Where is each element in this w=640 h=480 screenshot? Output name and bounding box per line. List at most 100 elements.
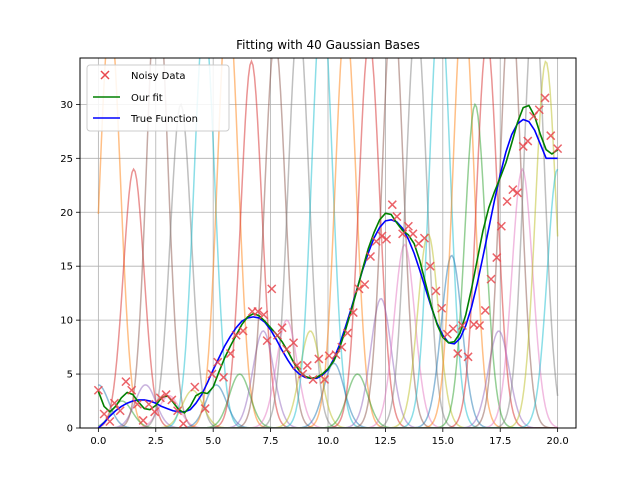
noisy-data-point: [437, 303, 447, 313]
gaussian-basis-curve: [98, 362, 558, 428]
noisy-data-point: [342, 328, 353, 338]
noisy-data-point: [308, 374, 318, 384]
noisy-data-point: [425, 261, 435, 271]
gaussian-basis-curve: [98, 58, 558, 428]
noisy-data-point: [540, 93, 550, 103]
noisy-data-point: [486, 274, 496, 284]
noisy-data-point: [431, 286, 441, 296]
x-tick-label: 15.0: [432, 436, 454, 447]
noisy-data-point: [348, 308, 358, 318]
noisy-data-point: [138, 415, 148, 425]
axis-ticks: 0.0 2.5 5.0 7.5 10.0 12.5 15.0 17.5 20.0 0 5 10 15 20…: [60, 100, 568, 447]
gaussian-basis-curve: [98, 58, 558, 428]
legend-entry-noisy-data: Noisy Data: [100, 70, 186, 82]
noisy-data-point: [360, 280, 370, 290]
noisy-data-point: [262, 336, 272, 346]
noisy-data-point: [155, 393, 165, 403]
y-tick-label: 30: [60, 100, 73, 111]
x-tick-label: 5.0: [205, 436, 221, 447]
noisy-data-point: [167, 395, 177, 405]
x-tick-label: 20.0: [546, 436, 568, 447]
noisy-data-point: [508, 185, 518, 195]
y-tick-label: 20: [60, 208, 73, 219]
noisy-data-point: [253, 306, 263, 317]
noisy-data-point: [382, 234, 392, 244]
noisy-data-point: [207, 369, 217, 379]
noisy-data-point: [267, 284, 277, 294]
noisy-data-point: [99, 409, 109, 419]
noisy-data-point: [302, 360, 312, 370]
noisy-data-point: [512, 188, 522, 198]
noisy-data-point: [292, 360, 302, 370]
noisy-data-point: [453, 349, 463, 359]
noisy-data-point: [480, 305, 490, 315]
noisy-data-point: [475, 320, 485, 331]
noisy-data-point: [392, 212, 402, 222]
gaussian-basis-curve: [98, 58, 558, 428]
gaussian-basis-curve: [98, 373, 558, 428]
gaussian-basis-curve: [98, 102, 558, 428]
gaussian-basis-curve: [98, 58, 558, 428]
x-tick-label: 2.5: [148, 436, 164, 447]
noisy-data-point: [337, 342, 347, 352]
x-tick-label: 10.0: [317, 436, 339, 447]
noisy-data-point: [127, 385, 137, 395]
noisy-data-point: [377, 231, 387, 241]
noisy-data-point: [314, 354, 324, 364]
noisy-data-point: [463, 352, 473, 362]
y-tick-label: 15: [60, 262, 73, 273]
noisy-data-point: [218, 372, 229, 382]
noisy-data-point: [225, 349, 235, 359]
noisy-data-point: [419, 233, 429, 243]
noisy-data-point: [213, 357, 223, 367]
noisy-data-point: [448, 324, 458, 334]
noisy-data-point: [272, 330, 283, 340]
noisy-data-point: [277, 323, 287, 333]
x-tick-label: 17.5: [489, 436, 511, 447]
noisy-data-point: [403, 221, 413, 231]
gaussian-basis-curve: [98, 330, 558, 428]
y-tick-label: 0: [67, 424, 73, 435]
noisy-data-point: [238, 326, 248, 336]
noisy-data-point: [200, 404, 210, 414]
noisy-data-point: [398, 229, 408, 239]
noisy-data-point: [546, 131, 556, 141]
noisy-data-point: [365, 251, 376, 262]
noisy-data-point: [534, 105, 544, 115]
legend-label: True Function: [130, 114, 198, 125]
noisy-data-point: [496, 221, 506, 231]
legend: Noisy Data Our fit True Function: [86, 64, 230, 132]
noisy-data-point: [320, 374, 330, 384]
noisy-data-point: [231, 330, 241, 340]
y-tick-label: 25: [60, 154, 73, 165]
gaussian-basis-curve: [98, 58, 558, 428]
gaussian-basis-curve: [98, 254, 558, 428]
x-tick-label: 7.5: [263, 436, 279, 447]
noisy-data-point: [354, 284, 364, 294]
noisy-data-point: [387, 200, 397, 210]
gaussian-basis-curve: [98, 394, 558, 428]
noisy-data-points: [93, 93, 563, 428]
gaussian-basis-curve: [98, 102, 558, 428]
chart-title: Fitting with 40 Gaussian Bases: [236, 38, 420, 52]
gaussian-basis-curve: [98, 58, 558, 428]
gaussian-basis-curve: [98, 58, 558, 428]
series-line-our-fit: [97, 104, 559, 414]
gaussian-basis-curve: [98, 330, 558, 428]
noisy-data-point: [178, 419, 188, 428]
legend-label: Noisy Data: [131, 71, 186, 82]
noisy-data-point: [144, 399, 154, 409]
noisy-data-point: [408, 229, 418, 239]
noisy-data-point: [492, 253, 502, 263]
noisy-data-point: [105, 416, 115, 427]
noisy-data-point: [109, 398, 119, 408]
legend-entry-true-function: True Function: [93, 114, 198, 125]
noisy-data-point: [298, 369, 308, 379]
noisy-data-point: [190, 382, 200, 392]
x-tick-label: 12.5: [374, 436, 396, 447]
noisy-data-point: [553, 144, 563, 154]
noisy-data-point: [331, 350, 341, 360]
y-tick-label: 5: [67, 370, 73, 381]
legend-box: [86, 64, 230, 132]
noisy-data-point: [282, 344, 292, 354]
